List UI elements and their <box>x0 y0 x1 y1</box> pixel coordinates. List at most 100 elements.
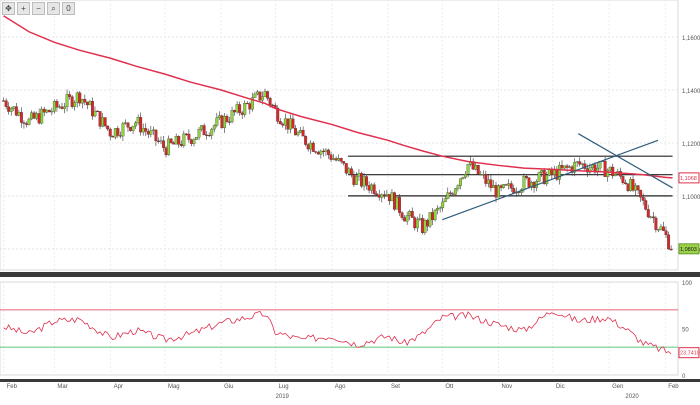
month-label: Dic <box>556 384 565 390</box>
candle-down <box>286 118 290 130</box>
candle-down <box>560 164 564 169</box>
candle-down <box>258 91 262 101</box>
candle-down <box>631 179 635 191</box>
candle-down <box>126 122 130 128</box>
month-label: Set <box>391 384 400 390</box>
candle-up <box>629 179 632 192</box>
candle-down <box>103 117 107 127</box>
candle-down <box>91 101 94 117</box>
candle-up <box>557 164 561 180</box>
candle-up <box>136 117 140 124</box>
candle-up <box>217 115 221 119</box>
ma-value-badge <box>678 172 700 184</box>
candle-up <box>255 91 259 95</box>
candle-down <box>68 94 72 97</box>
candle-down <box>372 184 376 194</box>
candle-down <box>301 129 305 137</box>
candle-down <box>476 164 480 175</box>
candle-down <box>4 100 8 107</box>
oscillator-panel <box>0 281 679 376</box>
candle-down <box>60 106 64 109</box>
candle-up <box>408 211 412 216</box>
candle-up <box>502 184 506 188</box>
candle-down <box>367 185 371 191</box>
candle-up <box>606 169 610 177</box>
candle-down <box>78 92 82 104</box>
candle-up <box>613 174 617 177</box>
candle-down <box>451 193 455 195</box>
candle-down <box>25 123 28 125</box>
candle-down <box>129 127 132 131</box>
candle-up <box>459 178 462 186</box>
candle-down <box>431 212 434 220</box>
candle-up <box>479 174 483 176</box>
panel-separator <box>0 272 700 277</box>
zoom-out-icon[interactable]: − <box>32 2 45 15</box>
chart-toolbar: ✥ + − ⌕ 0 <box>2 2 75 15</box>
price-panel <box>0 0 679 271</box>
candle-down <box>184 133 188 135</box>
candle-down <box>578 161 582 165</box>
candle-up <box>537 172 541 182</box>
trendline <box>577 133 673 189</box>
candle-down <box>187 133 191 140</box>
candle-up <box>299 129 303 133</box>
candle-down <box>484 174 488 184</box>
candle-down <box>207 135 211 137</box>
candle-down <box>32 112 36 119</box>
candle-up <box>656 229 660 231</box>
move-icon[interactable]: ✥ <box>2 2 15 15</box>
candle-down <box>14 106 18 116</box>
candle-down <box>329 154 333 160</box>
candle-down <box>316 152 320 155</box>
candle-up <box>319 150 323 155</box>
price-tick-label: 1,1400 <box>682 89 700 95</box>
candle-up <box>568 166 572 168</box>
candle-up <box>123 122 127 124</box>
candle-down <box>311 142 315 152</box>
month-label: Feb <box>668 384 679 390</box>
candle-up <box>63 106 66 109</box>
candle-up <box>357 173 361 177</box>
candle-down <box>106 125 110 130</box>
candle-up <box>309 142 313 150</box>
candle-down <box>304 135 308 145</box>
candle-down <box>233 110 237 113</box>
candle-down <box>164 147 168 156</box>
candle-up <box>101 117 105 127</box>
candle-down <box>205 134 209 136</box>
zoom-in-icon[interactable]: + <box>17 2 30 15</box>
candle-up <box>250 97 254 110</box>
candle-up <box>65 94 69 108</box>
candle-down <box>96 110 99 113</box>
candle-up <box>634 185 638 191</box>
oscillator-line <box>3 310 672 355</box>
candle-down <box>118 135 122 137</box>
magnify-icon[interactable]: ⌕ <box>47 2 60 15</box>
candle-up <box>395 196 399 210</box>
candle-down <box>382 194 386 196</box>
candle-down <box>398 196 401 213</box>
candle-up <box>552 169 556 175</box>
candle-down <box>139 117 143 133</box>
candle-down <box>334 158 338 161</box>
candle-up <box>230 110 234 123</box>
candle-up <box>497 185 500 198</box>
candle-up <box>461 176 465 179</box>
candle-down <box>291 118 295 129</box>
candle-down <box>154 129 158 142</box>
candle-down <box>281 123 285 126</box>
candle-down <box>639 189 643 198</box>
candle-down <box>494 185 498 198</box>
candle-up <box>35 113 39 119</box>
candle-up <box>453 188 457 195</box>
month-label: Ott <box>445 384 453 390</box>
candle-down <box>636 185 640 191</box>
candle-down <box>509 183 513 189</box>
reset-icon[interactable]: 0 <box>62 2 75 15</box>
candle-down <box>70 96 74 107</box>
year-label: 2020 <box>625 394 639 400</box>
candle-down <box>2 100 6 102</box>
candle-down <box>268 98 272 106</box>
candle-up <box>30 112 33 120</box>
